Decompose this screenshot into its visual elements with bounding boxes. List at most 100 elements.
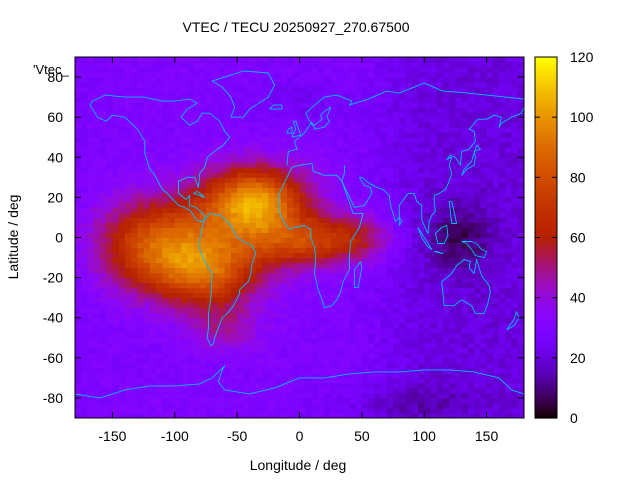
heatmap-cell [81, 92, 88, 98]
heatmap-cell [411, 87, 419, 93]
heatmap-cell [156, 62, 163, 68]
heatmap-cell [205, 102, 213, 108]
heatmap-cell [436, 232, 444, 238]
heatmap-cell [355, 202, 363, 208]
heatmap-cell [411, 107, 419, 113]
heatmap-cell [137, 72, 145, 78]
heatmap-cell [237, 282, 244, 289]
heatmap-cell [149, 132, 157, 138]
heatmap-cell [243, 132, 251, 138]
heatmap-cell [87, 312, 95, 319]
heatmap-cell [149, 187, 157, 193]
heatmap-cell [124, 382, 132, 389]
heatmap-cell [361, 202, 369, 208]
heatmap-cell [118, 232, 126, 238]
heatmap-cell [467, 167, 475, 173]
heatmap-cell [118, 142, 126, 148]
heatmap-cell [505, 402, 513, 409]
heatmap-cell [330, 237, 338, 244]
heatmap-cell [87, 302, 95, 309]
heatmap-cell [262, 322, 269, 329]
heatmap-cell [205, 387, 213, 394]
heatmap-cell [374, 117, 382, 123]
heatmap-cell [355, 237, 363, 244]
heatmap-cell [181, 87, 188, 93]
heatmap-cell [305, 217, 313, 223]
heatmap-cell [436, 162, 444, 168]
heatmap-cell [93, 312, 101, 319]
heatmap-cell [299, 232, 307, 238]
heatmap-cell [436, 117, 444, 123]
heatmap-cell [430, 57, 438, 63]
heatmap-cell [81, 322, 88, 329]
heatmap-cell [112, 262, 120, 269]
heatmap-cell [442, 337, 450, 344]
heatmap-cell [305, 232, 313, 238]
heatmap-cell [330, 97, 338, 103]
heatmap-cell [343, 217, 350, 223]
heatmap-cell [368, 217, 375, 223]
heatmap-cell [205, 142, 213, 148]
heatmap-cell [449, 207, 456, 213]
heatmap-cell [442, 142, 450, 148]
heatmap-cell [181, 382, 188, 389]
heatmap-cell [118, 307, 126, 314]
heatmap-cell [112, 277, 120, 284]
heatmap-cell [499, 257, 506, 264]
heatmap-cell [374, 137, 382, 143]
heatmap-cell [492, 67, 500, 73]
heatmap-cell [399, 157, 407, 163]
heatmap-cell [343, 92, 350, 98]
heatmap-cell [168, 62, 176, 68]
heatmap-cell [474, 347, 481, 354]
heatmap-cell [361, 387, 369, 394]
heatmap-cell [386, 67, 394, 73]
heatmap-cell [87, 252, 95, 259]
heatmap-cell [293, 187, 300, 193]
heatmap-cell [193, 242, 201, 249]
heatmap-cell [268, 57, 276, 63]
heatmap-cell [174, 402, 182, 409]
heatmap-cell [505, 407, 513, 414]
heatmap-cell [361, 377, 369, 384]
heatmap-cell [218, 97, 226, 103]
heatmap-cell [330, 187, 338, 193]
heatmap-cell [93, 327, 101, 334]
heatmap-cell [87, 67, 95, 73]
heatmap-cell [355, 267, 363, 274]
heatmap-cell [417, 282, 425, 289]
heatmap-cell [174, 337, 182, 344]
heatmap-cell [467, 217, 475, 223]
heatmap-cell [156, 402, 163, 409]
heatmap-cell [293, 332, 300, 339]
heatmap-cell [299, 302, 307, 309]
heatmap-cell [243, 407, 251, 414]
heatmap-cell [486, 132, 494, 138]
heatmap-cell [411, 252, 419, 259]
heatmap-cell [81, 87, 88, 93]
heatmap-cell [299, 362, 307, 369]
heatmap-cell [93, 302, 101, 309]
heatmap-cell [405, 147, 413, 153]
heatmap-cell [75, 352, 82, 359]
heatmap-cell [405, 127, 413, 133]
heatmap-cell [187, 232, 194, 238]
heatmap-cell [405, 187, 413, 193]
heatmap-cell [93, 232, 101, 238]
heatmap-cell [486, 352, 494, 359]
heatmap-cell [168, 407, 176, 414]
heatmap-cell [318, 277, 325, 284]
heatmap-cell [430, 277, 438, 284]
heatmap-cell [143, 292, 151, 299]
heatmap-cell [174, 102, 182, 108]
heatmap-cell [112, 62, 120, 68]
heatmap-cell [287, 237, 294, 244]
heatmap-cell [405, 192, 413, 198]
heatmap-cell [486, 307, 494, 314]
heatmap-cell [106, 302, 113, 309]
heatmap-cell [486, 77, 494, 83]
heatmap-cell [386, 237, 394, 244]
heatmap-cell [224, 357, 232, 364]
heatmap-cell [249, 267, 257, 274]
heatmap-cell [361, 227, 369, 233]
